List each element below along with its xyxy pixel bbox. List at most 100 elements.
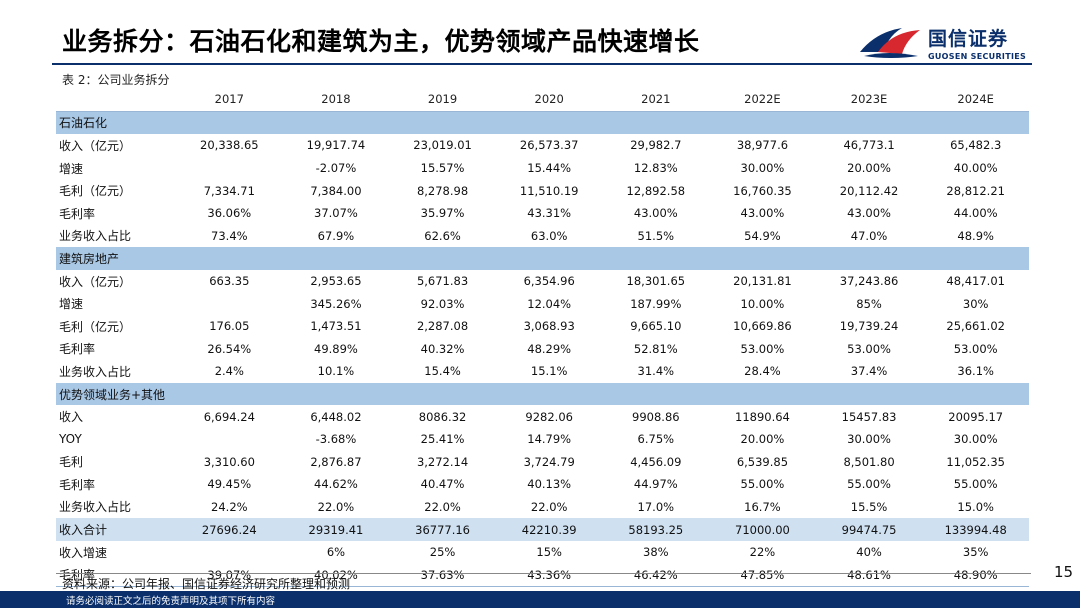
table-row: 毛利 3,310.60 2,876.87 3,272.14 3,724.79 4,456.… — [56, 451, 1029, 474]
row-label: 毛利 — [59, 455, 84, 470]
table-cell: 25,661.02 — [946, 319, 1005, 334]
table-cell: 8,501.80 — [843, 454, 895, 469]
table-cell: 35.97% — [420, 206, 465, 221]
table-bottom-rule — [56, 586, 1029, 588]
table-cell: 30.00% — [953, 432, 998, 447]
table-row: 毛利率 39.07% 40.02% 37.63% 43.36% 46.42% 47.85% 4… — [56, 563, 1029, 586]
table-cell: 62.6% — [424, 228, 461, 243]
table-cell: 37,243.86 — [839, 274, 899, 289]
table-row: 毛利（亿元） 7,334.71 7,384.00 8,278.98 11,510.19 1… — [56, 179, 1029, 202]
table-cell: 22.0% — [424, 499, 461, 514]
table-cell: 37.07% — [314, 206, 358, 221]
footer-bar: 请务必阅读正文之后的免责声明及其项下所有内容 — [0, 591, 1080, 608]
table-cell: 48.61% — [847, 567, 891, 582]
column-header: 2019 — [389, 88, 496, 112]
table-cell: 30% — [962, 296, 989, 311]
section-header-row: 石油石化 — [56, 111, 1029, 135]
column-header: 2018 — [282, 88, 390, 112]
table-cell: 53.00% — [847, 341, 891, 356]
row-label: YOY — [59, 432, 82, 447]
section-label: 优势领域业务+其他 — [56, 382, 1029, 406]
table-cell: 16.7% — [744, 499, 781, 514]
table-cell: 38,977.6 — [736, 138, 789, 153]
table-cell: 4,456.09 — [630, 454, 682, 469]
table-cell: 26,573.37 — [519, 138, 579, 153]
table-cell: 20,112.42 — [839, 183, 899, 198]
row-label: 收入（亿元） — [59, 138, 132, 153]
table-cell: 92.03% — [420, 296, 465, 311]
table-cell: 22.0% — [530, 499, 568, 514]
table-cell: 12.04% — [527, 296, 572, 311]
column-header: 2023E — [815, 88, 923, 112]
row-label: 增速 — [59, 161, 84, 176]
table-cell: 20095.17 — [948, 409, 1004, 424]
table-cell: 43.00% — [740, 206, 785, 221]
table-cell: 7,384.00 — [310, 183, 362, 198]
table-cell: -2.07% — [315, 161, 357, 176]
table-cell: 36.1% — [957, 364, 994, 379]
table-cell: 31.4% — [637, 364, 675, 379]
table-cell: 47.0% — [850, 228, 888, 243]
table-cell: 28,812.21 — [946, 183, 1005, 198]
table-cell: 3,272.14 — [416, 454, 469, 469]
table-cell: 9908.86 — [632, 409, 680, 424]
table-cell: 17.0% — [637, 499, 675, 514]
table-cell: 6,448.02 — [310, 409, 362, 424]
table-row: 毛利率 36.06% 37.07% 35.97% 43.31% 43.00% 43.00% 4… — [56, 202, 1029, 225]
table-cell — [176, 541, 283, 564]
table-row: 收入 6,694.24 6,448.02 8086.32 9282.06 9908.86 1… — [56, 405, 1029, 428]
table-cell: 8086.32 — [418, 409, 467, 424]
table-cell: 48.29% — [527, 341, 572, 356]
table-cell: 15.0% — [957, 499, 994, 514]
table-cell: 12,892.58 — [626, 183, 686, 198]
table-cell: 20,338.65 — [200, 138, 259, 153]
row-label: 毛利率 — [59, 477, 96, 492]
table-cell: 2,287.08 — [416, 319, 469, 334]
table-cell: 8,278.98 — [416, 183, 469, 198]
table-cell: 37.63% — [420, 567, 465, 582]
page-number: 15 — [1054, 563, 1074, 581]
table-cell — [176, 292, 283, 315]
section-header-row: 建筑房地产 — [56, 247, 1029, 270]
table-cell: 10,669.86 — [733, 319, 792, 334]
table-cell: 2,876.87 — [310, 454, 362, 469]
table-cell: 22% — [749, 545, 776, 560]
table-cell: 6,694.24 — [203, 409, 255, 424]
column-header — [56, 88, 176, 112]
table-cell: 43.36% — [527, 567, 572, 582]
row-label: 毛利率 — [59, 342, 96, 357]
table-cell: 53.00% — [953, 341, 998, 356]
row-label: 收入 — [59, 410, 84, 425]
table-cell: 36777.16 — [389, 518, 496, 541]
table-cell: 46.42% — [633, 567, 678, 582]
table-row: 增速 -2.07% 15.57% 15.44% 12.83% 30.00% 20.00% 40… — [56, 157, 1029, 180]
table-cell: 48.9% — [957, 228, 994, 243]
table-cell: 15% — [536, 545, 562, 560]
table-cell: 5,671.83 — [416, 274, 469, 289]
section-header-row: 优势领域业务+其他 — [56, 382, 1029, 406]
table-cell: 71000.00 — [709, 518, 816, 541]
footer-disclaimer: 请务必阅读正文之后的免责声明及其项下所有内容 — [66, 596, 276, 607]
title-divider — [52, 63, 1032, 65]
slide-title: 业务拆分：石油石化和建筑为主，优势领域产品快速增长 — [62, 27, 700, 56]
table-cell: 39.07% — [207, 567, 252, 582]
table-row: 收入（亿元） 663.35 2,953.65 5,671.83 6,354.96 18,3… — [56, 270, 1029, 293]
row-label: 毛利（亿元） — [59, 319, 132, 334]
table-cell: 53.00% — [740, 341, 785, 356]
table-cell: -3.68% — [315, 432, 357, 447]
table-cell: 44.97% — [633, 477, 678, 492]
table-row: 毛利率 49.45% 44.62% 40.47% 40.13% 44.97% 55.00% 5… — [56, 473, 1029, 496]
table-cell: 6.75% — [637, 432, 675, 447]
table-cell: 15457.83 — [841, 409, 897, 424]
table-row: YOY -3.68% 25.41% 14.79% 6.75% 20.00% 30.00% 30… — [56, 428, 1029, 451]
table-cell: 26.54% — [207, 341, 252, 356]
table-cell: 23,019.01 — [413, 138, 472, 153]
table-row: 业务收入占比 24.2% 22.0% 22.0% 22.0% 17.0% 16.7% 15.5… — [56, 496, 1029, 519]
table-cell: 38% — [643, 545, 669, 560]
table-cell: 187.99% — [630, 296, 682, 311]
table-cell: 3,068.93 — [523, 319, 575, 334]
table-cell: 63.0% — [530, 228, 568, 243]
table-cell: 36.06% — [207, 206, 252, 221]
table-cell: 67.9% — [317, 228, 355, 243]
column-header: 2020 — [495, 88, 603, 112]
